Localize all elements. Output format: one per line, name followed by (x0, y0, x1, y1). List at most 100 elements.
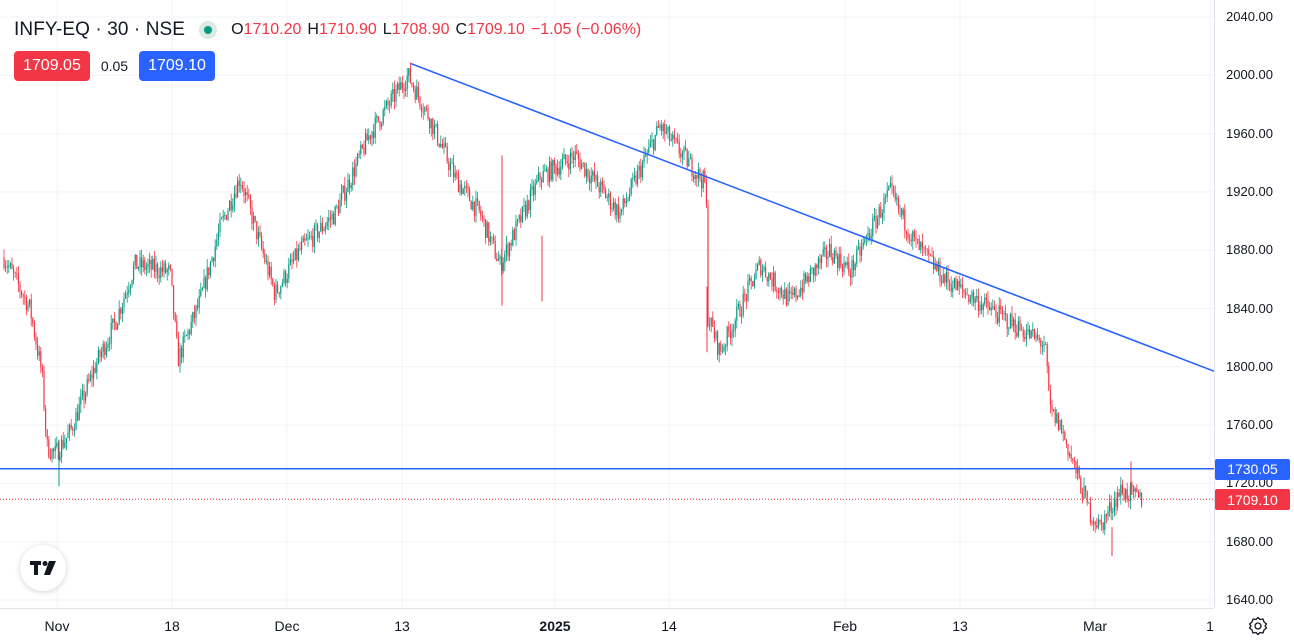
candle-body (843, 262, 845, 273)
candle-body (251, 207, 253, 224)
candle-body (577, 153, 579, 160)
candle-body (21, 291, 23, 296)
candle-body (96, 362, 98, 373)
candle-body (219, 218, 221, 232)
candle-body (1064, 432, 1066, 440)
candle-body (875, 216, 877, 228)
candle-body (317, 224, 319, 238)
chart-canvas[interactable] (0, 0, 1214, 608)
tradingview-icon (30, 561, 56, 575)
sell-button[interactable]: 1709.05 (14, 51, 90, 81)
candle-body (97, 350, 99, 363)
candle-body (6, 266, 8, 268)
chart-pane[interactable] (0, 0, 1214, 608)
candle-body (926, 248, 928, 250)
candle-body (1091, 521, 1093, 524)
candle-body (997, 317, 999, 323)
candle-body (377, 116, 379, 122)
candle-body (16, 273, 18, 274)
candle-body (632, 178, 634, 180)
candle-body (350, 185, 352, 189)
candle-body (126, 293, 128, 295)
candle-body (515, 221, 517, 240)
candle-body (1078, 467, 1080, 478)
candle-body (1077, 467, 1079, 474)
candle-body (840, 254, 842, 266)
candle-body (969, 298, 971, 302)
candle-body (662, 124, 664, 132)
symbol-title[interactable]: INFY-EQ · 30 · NSE (14, 19, 186, 40)
candle-body (134, 254, 136, 266)
candle-body (54, 446, 56, 452)
candle-body (825, 247, 827, 259)
candle-body (381, 123, 383, 127)
candle-body (771, 278, 773, 287)
candle-body (85, 393, 87, 401)
candle-body (933, 256, 935, 269)
candle-body (987, 299, 989, 307)
time-axis-label: 13 (952, 618, 968, 634)
candle-body (78, 404, 80, 421)
candle-body (758, 260, 760, 265)
time-axis-label: Mar (1082, 618, 1108, 634)
candle-body (861, 246, 863, 256)
candle-body (77, 412, 79, 421)
candle-body (923, 247, 925, 249)
candle-body (243, 189, 245, 196)
candle-body (729, 331, 731, 338)
candle-body (361, 144, 363, 148)
candle-body (315, 224, 317, 226)
candle-body (123, 298, 125, 307)
candle-body (1073, 460, 1075, 462)
candle-body (461, 184, 463, 194)
candle-body (1081, 493, 1083, 499)
candle-body (845, 262, 847, 266)
candle-body (336, 206, 338, 207)
candle-body (707, 204, 709, 326)
candle-body (206, 267, 208, 290)
candle-body (478, 201, 480, 211)
high-value: 1710.90 (318, 21, 377, 38)
market-status-icon[interactable] (199, 21, 218, 39)
candle-body (169, 265, 171, 269)
candle-body (1133, 486, 1135, 492)
candle-body (598, 186, 600, 193)
candle-body (262, 247, 264, 254)
candle-body (70, 424, 72, 428)
open-value: 1710.20 (243, 21, 302, 38)
trendline-drawing[interactable] (410, 62, 1214, 372)
candle-body (1009, 314, 1011, 329)
chart-settings-gear-icon[interactable] (1248, 616, 1268, 636)
candle-body (819, 258, 821, 264)
candle-body (1065, 439, 1067, 444)
candle-body (214, 246, 216, 261)
candle-body (979, 304, 981, 311)
candle-body (734, 320, 736, 331)
time-axis-label: Dec (274, 618, 300, 634)
candle-body (1093, 521, 1095, 524)
candle-body (19, 284, 21, 292)
candle-body (435, 124, 437, 126)
candle-body (209, 262, 211, 276)
candle-body (737, 304, 739, 307)
candle-body (161, 267, 163, 272)
candle-body (1113, 499, 1115, 512)
candle-body (144, 260, 146, 270)
candle-body (8, 266, 10, 268)
candle-body (849, 272, 851, 278)
candle-body (56, 443, 58, 447)
candle-body (53, 448, 55, 452)
candle-body (761, 270, 763, 276)
candle-body (221, 218, 223, 219)
candle-body (939, 261, 941, 282)
candle-body (542, 171, 544, 183)
candle-body (401, 82, 403, 88)
candle-body (51, 448, 53, 459)
candle-body (582, 162, 584, 164)
candle-body (1006, 314, 1008, 330)
candle-body (467, 186, 469, 190)
tradingview-logo[interactable] (20, 545, 66, 591)
buy-button[interactable]: 1709.10 (139, 51, 215, 81)
candle-body (584, 162, 586, 177)
candle-body (142, 260, 144, 268)
